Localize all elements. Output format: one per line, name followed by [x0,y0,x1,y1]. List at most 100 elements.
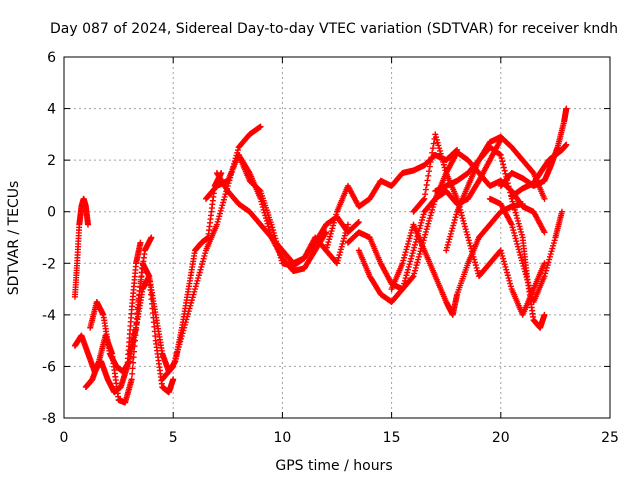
data-point [544,262,551,269]
data-point [541,311,548,318]
data-point [189,294,196,301]
data-point [521,265,528,272]
data-point [437,150,444,157]
data-point [325,239,332,246]
data-point [415,253,422,260]
data-point [410,273,417,280]
data-point [522,271,529,278]
data-point [331,217,338,224]
data-point [332,214,339,221]
data-point [180,327,187,334]
data-point [195,272,202,279]
data-point [507,283,514,290]
chart-title: Day 087 of 2024, Sidereal Day-to-day VTE… [50,21,618,37]
data-point [423,182,430,189]
data-point [511,229,518,236]
data-point [465,237,472,244]
y-tick-label: 6 [47,50,56,66]
data-point [432,131,439,138]
data-point [421,234,428,241]
data-point [513,238,520,245]
data-point [517,226,524,233]
x-tick-label: 15 [383,430,401,446]
data-point [192,283,199,290]
data-point [188,297,195,304]
data-point [183,316,190,323]
data-point [403,246,410,253]
data-point [514,243,521,250]
data-point [474,267,481,274]
y-tick-label: -8 [42,411,56,427]
data-point [265,223,272,230]
data-point [420,211,427,218]
data-point [197,266,204,273]
data-point [195,275,202,282]
data-point [417,248,424,255]
data-point [438,153,445,160]
data-point [509,224,516,231]
data-point [541,229,548,236]
data-point [324,241,331,248]
data-point [129,370,136,377]
data-point [506,186,513,193]
data-point [423,226,430,233]
data-point [447,230,454,237]
data-point [273,240,280,247]
data-point [342,229,349,236]
data-point [436,145,443,152]
data-point [419,217,426,224]
data-point [355,219,362,226]
data-point [460,217,467,224]
data-points [71,105,570,406]
data-point [505,183,512,190]
series-track14 [410,131,548,318]
data-point [499,158,506,165]
data-point [547,251,554,258]
data-point [137,239,144,246]
data-point [188,299,195,306]
data-point [201,252,208,259]
data-point [329,225,336,232]
data-point [343,227,350,234]
data-point [323,247,330,254]
data-point [339,240,346,247]
series-track17 [486,195,565,305]
data-point [404,269,411,276]
data-point [404,243,411,250]
data-point [563,105,570,112]
data-point [525,279,532,286]
data-point [194,277,201,284]
data-point [434,139,441,146]
data-point [426,168,433,175]
data-point [263,215,270,222]
data-point [511,204,518,211]
data-point [355,219,362,226]
data-point [405,263,412,270]
data-point [501,167,508,174]
data-point [408,252,415,259]
data-point [411,244,418,251]
data-point [426,215,433,222]
series-track9 [235,151,351,269]
data-point [336,251,343,258]
data-point [170,363,177,370]
data-point [270,227,277,234]
data-point [184,313,191,320]
data-point [497,247,504,254]
data-point [511,232,518,239]
data-point [186,305,193,312]
x-tick-label: 0 [60,430,69,446]
data-point [498,155,505,162]
data-point [521,268,528,275]
data-point [430,140,437,147]
data-point [427,158,434,165]
data-point [176,341,183,348]
data-point [463,228,470,235]
y-tick-label: 2 [47,153,56,169]
data-point [518,254,525,261]
data-point [502,263,509,270]
data-point [458,212,465,219]
data-point [275,246,282,253]
data-point [514,217,521,224]
grid-lines [64,57,610,418]
